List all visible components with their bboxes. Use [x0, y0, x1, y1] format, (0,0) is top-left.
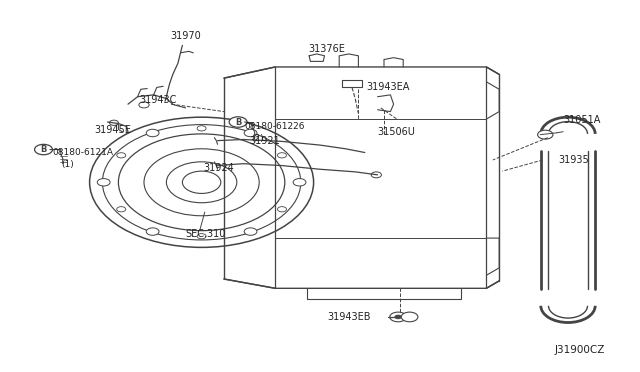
Circle shape: [278, 207, 287, 212]
Circle shape: [244, 228, 257, 235]
Text: 31506U: 31506U: [378, 127, 415, 137]
Circle shape: [109, 120, 118, 125]
Text: 31376E: 31376E: [308, 44, 345, 54]
Text: (1): (1): [61, 160, 74, 169]
Text: 08180-61226: 08180-61226: [244, 122, 305, 131]
Text: 31921: 31921: [250, 137, 280, 146]
Text: B: B: [235, 118, 241, 126]
Text: B: B: [40, 145, 47, 154]
Text: 31945E: 31945E: [95, 125, 132, 135]
Circle shape: [278, 153, 287, 158]
Circle shape: [139, 102, 149, 108]
Circle shape: [146, 228, 159, 235]
Circle shape: [293, 179, 306, 186]
Circle shape: [197, 234, 206, 239]
Text: 31970: 31970: [170, 31, 201, 41]
Circle shape: [395, 315, 401, 319]
Circle shape: [147, 129, 159, 137]
Text: 31943C: 31943C: [140, 96, 177, 105]
Text: 31943EB: 31943EB: [328, 312, 371, 322]
Circle shape: [35, 144, 52, 155]
Text: 31924: 31924: [204, 163, 234, 173]
Circle shape: [116, 206, 125, 212]
Text: SEC.310: SEC.310: [186, 230, 226, 239]
Text: 31051A: 31051A: [563, 115, 600, 125]
Circle shape: [390, 312, 406, 322]
Circle shape: [197, 126, 206, 131]
Text: J31900CZ: J31900CZ: [554, 346, 605, 355]
Circle shape: [244, 129, 257, 137]
Text: (2): (2): [252, 134, 264, 143]
Text: 31935: 31935: [558, 155, 589, 165]
Circle shape: [401, 312, 418, 322]
Circle shape: [97, 179, 110, 186]
Circle shape: [371, 172, 381, 178]
Circle shape: [229, 117, 247, 127]
Text: 08180-6121A: 08180-6121A: [52, 148, 113, 157]
Circle shape: [116, 153, 125, 158]
Text: 31943EA: 31943EA: [366, 83, 410, 92]
Circle shape: [538, 130, 553, 139]
